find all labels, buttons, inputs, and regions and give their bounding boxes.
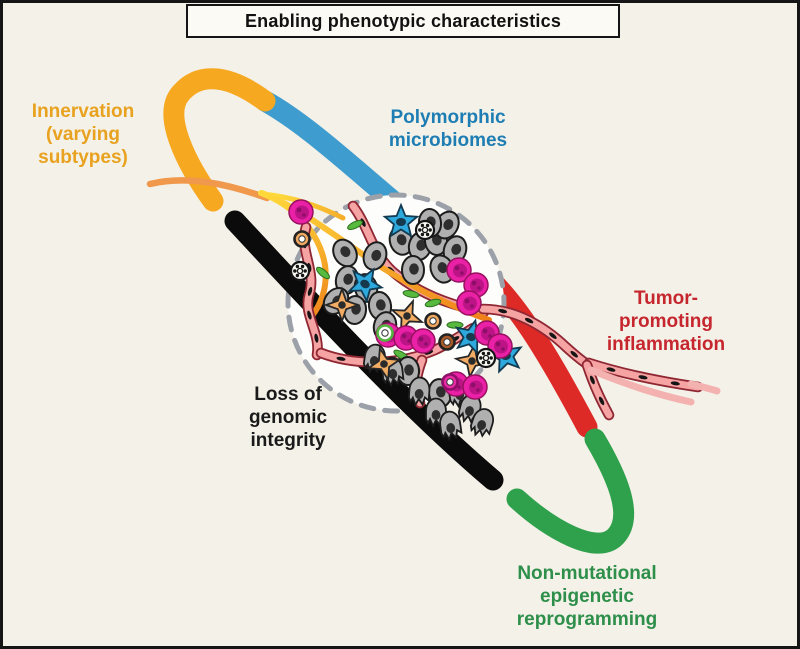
- ring-cell-brown: [438, 333, 456, 351]
- immune-cell-magenta: [410, 328, 436, 354]
- immune-cell-magenta: [288, 199, 314, 225]
- tumor-cell-gray: [442, 235, 468, 265]
- invading-cell-gray: [407, 376, 431, 407]
- endothelial-nucleus: [524, 317, 534, 324]
- endothelial-nucleus: [314, 333, 319, 343]
- stellate-cell-orange: [365, 345, 403, 383]
- stellate-cell-orange: [323, 286, 361, 324]
- immune-cell-magenta: [456, 290, 482, 316]
- fibroblast-cell-blue: [382, 202, 420, 238]
- stromal-green-cell: [446, 321, 464, 329]
- blood-vessel-pale-branch: [687, 380, 721, 395]
- stromal-green-cell: [424, 298, 442, 308]
- stromal-green-cell: [347, 220, 363, 230]
- immune-cell-magenta: [446, 257, 472, 283]
- endothelial-nucleus: [638, 375, 648, 380]
- rosette-cell-white: [475, 347, 497, 369]
- ring-cell-pink: [441, 373, 459, 391]
- stromal-green-cell: [316, 266, 330, 280]
- ring-cell-orange: [293, 230, 311, 248]
- rosette-cell-white: [289, 260, 311, 282]
- stromal-green-cell: [402, 290, 420, 298]
- endothelial-nucleus: [307, 310, 312, 320]
- endothelial-nucleus: [307, 286, 313, 296]
- endothelial-nucleus: [598, 396, 605, 406]
- figure-title-box: Enabling phenotypic characteristics: [186, 4, 620, 38]
- ring-segment-innervation: [163, 68, 276, 212]
- blood-vessel: [479, 305, 594, 370]
- invading-cell-gray: [439, 410, 463, 442]
- endothelial-nucleus: [589, 375, 595, 385]
- endothelial-nucleus: [606, 367, 616, 372]
- label-non-mutational-epigenetic-reprogramming: Non-mutational epigenetic reprogramming: [516, 563, 658, 631]
- fibroblast-cell-blue: [347, 267, 385, 304]
- endothelial-nucleus: [424, 349, 434, 355]
- invading-cell-gray: [469, 408, 494, 438]
- tumor-cell-gray: [362, 241, 388, 271]
- endothelial-nucleus: [570, 350, 578, 358]
- diagram-canvas: [146, 68, 721, 554]
- ring-segment-epigenetic: [506, 428, 635, 554]
- ring-cell-orange: [424, 312, 442, 330]
- rosette-cell-white: [414, 219, 436, 241]
- blood-vessel-pale-branch: [587, 366, 695, 406]
- tumor-cell-gray: [332, 238, 358, 268]
- ring-segment-genomic: [224, 210, 504, 491]
- nerve-fiber-horizontal: [146, 177, 271, 202]
- label-polymorphic-microbiomes: Polymorphic microbiomes: [388, 107, 508, 152]
- endothelial-nucleus: [670, 381, 680, 386]
- immune-cell-magenta: [462, 374, 488, 400]
- figure-title: Enabling phenotypic characteristics: [244, 10, 562, 31]
- label-innervation: Innervation (varying subtypes): [31, 101, 135, 169]
- label-loss-of-genomic-integrity: Loss of genomic integrity: [248, 384, 328, 452]
- endothelial-nucleus: [549, 332, 557, 339]
- endothelial-nucleus: [336, 356, 346, 361]
- ring-cell-green: [376, 324, 394, 342]
- label-tumor-promoting-inflammation: Tumor- promoting inflammation: [606, 288, 726, 356]
- tumor-cell-gray: [401, 255, 425, 285]
- endothelial-nucleus: [498, 308, 508, 314]
